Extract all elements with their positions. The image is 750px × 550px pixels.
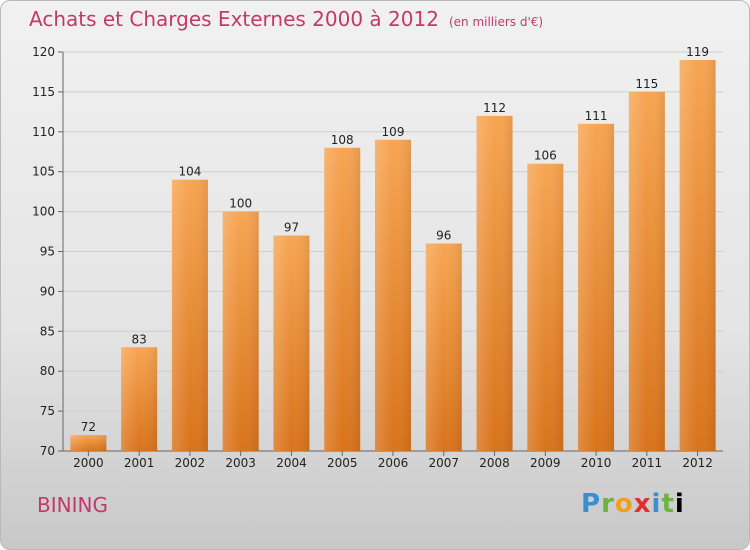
x-tick-label: 2009 bbox=[530, 456, 561, 470]
bar-shade bbox=[324, 147, 361, 451]
y-tick-label: 95 bbox=[40, 245, 55, 259]
x-tick-label: 2000 bbox=[73, 456, 104, 470]
proxiti-logo: Proxiti bbox=[581, 489, 685, 519]
bar-shade bbox=[476, 115, 513, 451]
logo-letter: x bbox=[633, 489, 652, 519]
logo-letter: P bbox=[581, 489, 602, 519]
y-tick-label: 105 bbox=[32, 165, 55, 179]
bar-shade bbox=[171, 179, 208, 451]
data-label: 96 bbox=[436, 229, 451, 243]
data-label: 112 bbox=[483, 101, 506, 115]
data-label: 97 bbox=[284, 221, 299, 235]
data-label: 108 bbox=[331, 133, 354, 147]
data-label: 109 bbox=[382, 125, 405, 139]
x-tick-label: 2001 bbox=[124, 456, 155, 470]
data-label: 106 bbox=[534, 149, 557, 163]
x-tick-label: 2011 bbox=[632, 456, 663, 470]
y-tick-label: 85 bbox=[40, 324, 55, 338]
data-label: 100 bbox=[229, 197, 252, 211]
bar-shade bbox=[628, 91, 665, 452]
x-tick-label: 2004 bbox=[276, 456, 307, 470]
y-tick-label: 70 bbox=[40, 444, 55, 458]
chart-title: Achats et Charges Externes 2000 à 2012 (e… bbox=[29, 7, 543, 31]
bar-shade bbox=[527, 163, 564, 451]
bar-shade bbox=[679, 59, 716, 451]
x-tick-label: 2005 bbox=[327, 456, 358, 470]
city-name: BINING bbox=[37, 493, 108, 517]
logo-letter: t bbox=[661, 489, 675, 519]
bar-shade bbox=[578, 123, 615, 451]
y-tick-label: 100 bbox=[32, 205, 55, 219]
data-label: 111 bbox=[585, 109, 608, 123]
bar-shade bbox=[375, 139, 411, 451]
bar-shade bbox=[121, 347, 158, 451]
x-tick-label: 2012 bbox=[682, 456, 713, 470]
logo-letter: i bbox=[674, 489, 685, 519]
data-label: 72 bbox=[81, 420, 96, 434]
x-tick-label: 2008 bbox=[479, 456, 510, 470]
bar-shade bbox=[70, 435, 107, 451]
y-tick-label: 80 bbox=[40, 364, 55, 378]
data-label: 115 bbox=[635, 77, 658, 91]
data-label: 119 bbox=[686, 45, 709, 59]
x-tick-label: 2006 bbox=[378, 456, 409, 470]
logo-letter: o bbox=[614, 489, 634, 519]
chart-unit: (en milliers d'€) bbox=[448, 15, 544, 29]
logo-letter: r bbox=[601, 489, 615, 519]
data-label: 104 bbox=[178, 165, 201, 179]
y-tick-label: 110 bbox=[32, 125, 55, 139]
bar-shade bbox=[425, 243, 462, 451]
y-tick-label: 120 bbox=[32, 45, 55, 59]
bar-shade bbox=[273, 235, 310, 451]
data-label: 83 bbox=[132, 332, 147, 346]
x-tick-label: 2003 bbox=[225, 456, 256, 470]
x-tick-label: 2007 bbox=[428, 456, 459, 470]
y-tick-label: 75 bbox=[40, 404, 55, 418]
x-tick-label: 2010 bbox=[581, 456, 612, 470]
y-tick-label: 90 bbox=[40, 284, 55, 298]
logo-letter: i bbox=[651, 489, 662, 519]
x-tick-label: 2002 bbox=[175, 456, 206, 470]
chart-title-text: Achats et Charges Externes 2000 à 2012 bbox=[29, 7, 439, 31]
y-tick-label: 115 bbox=[32, 85, 55, 99]
bar-shade bbox=[222, 211, 259, 451]
